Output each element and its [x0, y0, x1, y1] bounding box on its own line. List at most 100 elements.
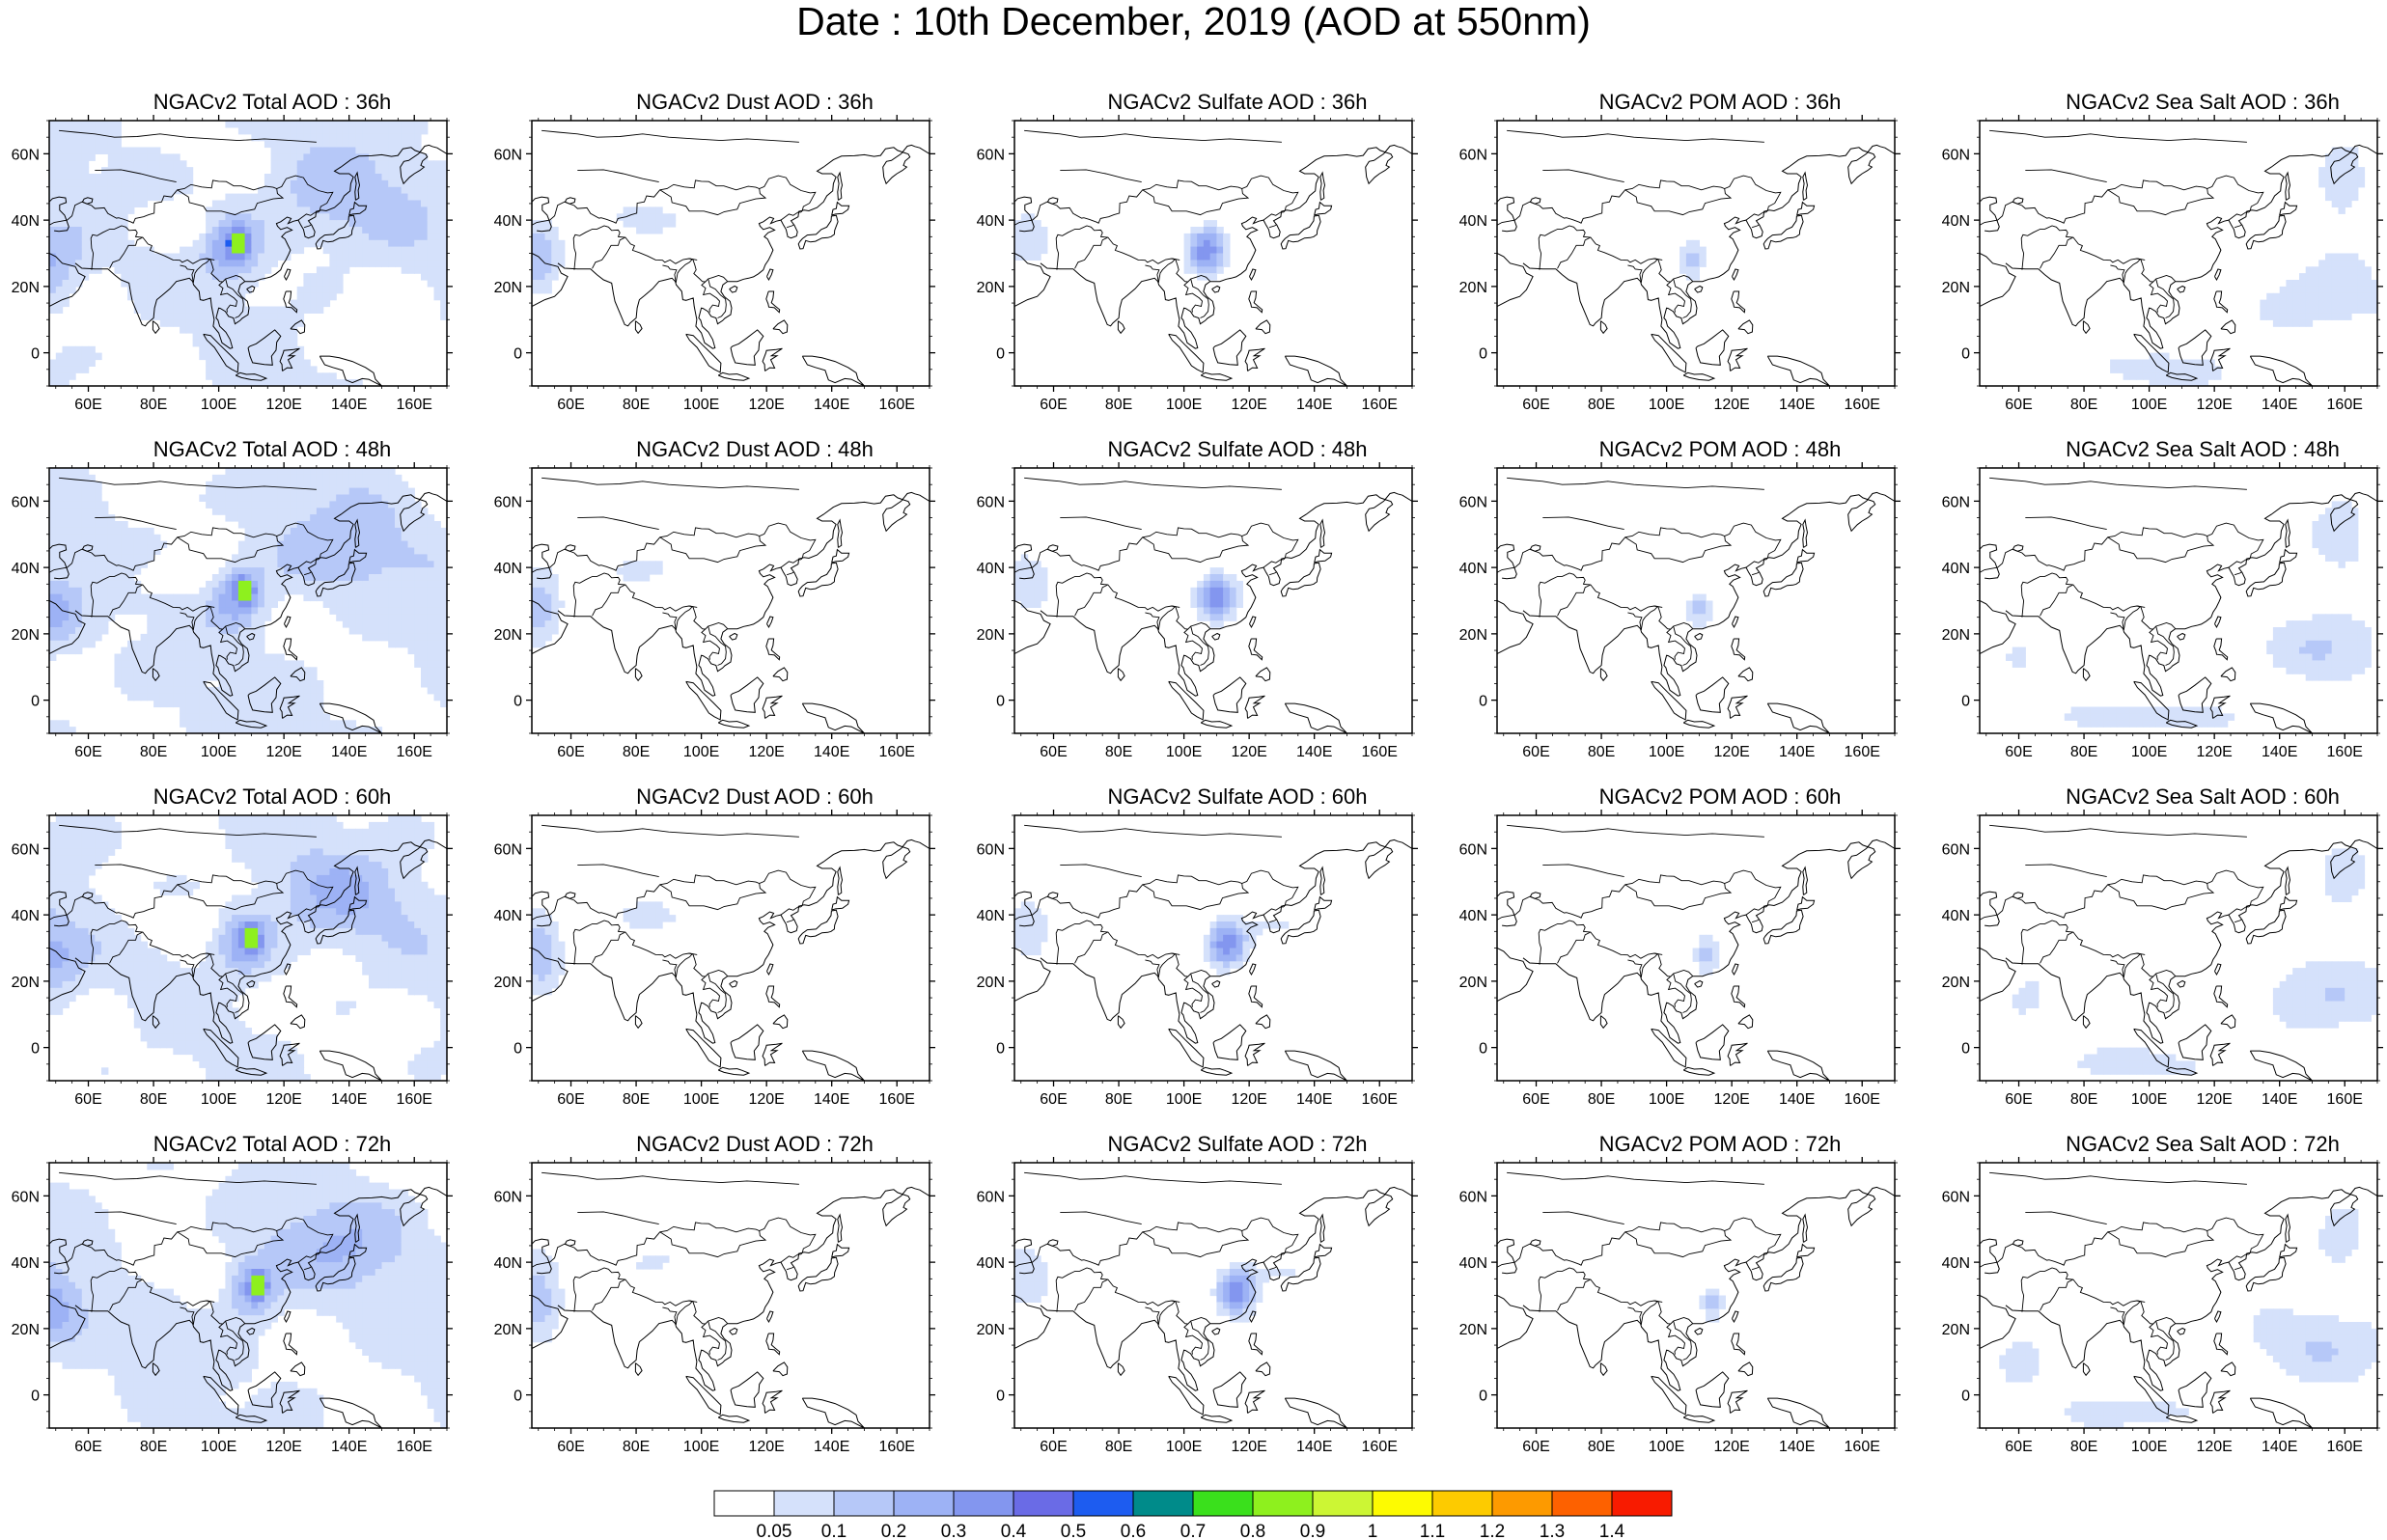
y-tick-label: 0 [513, 694, 522, 710]
panel-title: NGACv2 Sea Salt AOD : 72h [2066, 1132, 2340, 1156]
panel-title: NGACv2 Dust AOD : 60h [636, 784, 874, 809]
x-tick-label: 100E [1166, 397, 1202, 413]
aod-field [49, 1163, 447, 1428]
panel-title: NGACv2 Total AOD : 48h [153, 437, 392, 461]
x-tick-label: 120E [1713, 1091, 1749, 1108]
coastlines [532, 1171, 930, 1428]
coastlines [532, 477, 930, 733]
panel-title: NGACv2 POM AOD : 60h [1599, 784, 1842, 809]
y-tick-label: 20N [1459, 280, 1487, 296]
colorbar: 0.05 0.1 0.2 0.3 0.4 0.5 0.6 0.7 0.8 0.9 1 1.1 1.2 1.… [713, 1490, 1673, 1540]
coastlines [532, 129, 930, 386]
y-tick-label: 40N [494, 1255, 522, 1272]
y-tick-label: 40N [1942, 908, 1970, 924]
x-tick-label: 140E [1296, 397, 1332, 413]
x-tick-label: 160E [397, 1091, 432, 1108]
colorbar-swatch [1312, 1490, 1374, 1517]
colorbar-label: 1.1 [1420, 1522, 1445, 1540]
x-tick-label: 100E [1649, 1091, 1684, 1108]
coastlines [1497, 824, 1895, 1081]
y-tick-label: 40N [977, 561, 1005, 577]
x-tick-label: 60E [557, 1091, 584, 1108]
x-tick-label: 60E [2005, 744, 2032, 760]
y-tick-label: 0 [513, 1389, 522, 1405]
y-tick-label: 20N [1459, 627, 1487, 644]
x-tick-label: 100E [2131, 1091, 2167, 1108]
x-tick-label: 60E [1522, 744, 1549, 760]
aod-field [1014, 554, 1243, 628]
colorbar-label: 0.7 [1180, 1522, 1206, 1540]
x-tick-label: 80E [2070, 1091, 2097, 1108]
x-tick-label: 80E [140, 1091, 167, 1108]
y-tick-label: 0 [996, 1389, 1005, 1405]
x-tick-label: 100E [683, 744, 719, 760]
x-tick-label: 120E [748, 1439, 784, 1455]
x-tick-label: 60E [74, 744, 101, 760]
x-tick-label: 80E [1105, 744, 1132, 760]
y-tick-label: 20N [494, 627, 522, 644]
y-tick-label: 0 [996, 1041, 1005, 1058]
x-tick-label: 100E [201, 397, 236, 413]
x-tick-label: 160E [1362, 1091, 1398, 1108]
colorbar-label: 0.5 [1061, 1522, 1086, 1540]
x-tick-label: 160E [2327, 397, 2363, 413]
x-tick-label: 160E [1845, 397, 1880, 413]
aod-field [1692, 934, 1720, 976]
map-panel-3-1: NGACv2 Dust AOD : 72h 60E 80E 100E 120E 140E 1… [494, 1132, 935, 1455]
colorbar-swatch [1551, 1490, 1613, 1517]
x-tick-label: 80E [623, 397, 650, 413]
y-tick-label: 40N [12, 1255, 40, 1272]
y-tick-label: 20N [1942, 280, 1970, 296]
panel-title: NGACv2 POM AOD : 72h [1599, 1132, 1842, 1156]
coastlines [1497, 1171, 1895, 1428]
aod-field [1014, 1249, 1296, 1323]
coastlines [1014, 477, 1412, 733]
y-tick-label: 40N [977, 908, 1005, 924]
x-tick-label: 60E [2005, 1091, 2032, 1108]
aod-field [2110, 147, 2377, 386]
x-tick-label: 120E [1713, 1439, 1749, 1455]
coastlines [49, 129, 447, 386]
y-tick-label: 60N [1942, 1189, 1970, 1205]
x-tick-label: 60E [1522, 1439, 1549, 1455]
x-tick-label: 80E [140, 397, 167, 413]
coastlines [1980, 477, 2377, 733]
y-tick-label: 60N [12, 1189, 40, 1205]
y-tick-label: 60N [12, 147, 40, 163]
panel-title: NGACv2 Sulfate AOD : 48h [1107, 437, 1367, 461]
x-tick-label: 80E [1588, 1439, 1615, 1455]
colorbar-label: 1.2 [1480, 1522, 1505, 1540]
y-tick-label: 20N [977, 627, 1005, 644]
panel-frame [531, 467, 930, 734]
panel-title: NGACv2 Sulfate AOD : 72h [1107, 1132, 1367, 1156]
y-tick-label: 0 [31, 346, 40, 363]
x-tick-label: 80E [623, 1439, 650, 1455]
aod-field [2006, 501, 2372, 728]
panel-title: NGACv2 Sulfate AOD : 60h [1107, 784, 1367, 809]
colorbar-swatch [1013, 1490, 1074, 1517]
y-tick-label: 40N [1459, 1255, 1487, 1272]
coastlines [1014, 1171, 1412, 1428]
y-tick-label: 60N [977, 494, 1005, 510]
x-tick-label: 140E [814, 1439, 849, 1455]
x-tick-label: 120E [2196, 744, 2232, 760]
y-tick-label: 0 [1961, 694, 1970, 710]
aod-field [532, 1249, 670, 1343]
aod-field [532, 206, 677, 294]
map-panel-1-4: NGACv2 Sea Salt AOD : 48h 60E 80E 100E 120E 1… [1942, 437, 2383, 760]
x-tick-label: 120E [1713, 397, 1749, 413]
y-tick-label: 40N [1459, 213, 1487, 230]
y-tick-label: 0 [1479, 1389, 1487, 1405]
x-tick-label: 80E [1588, 397, 1615, 413]
colorbar-swatch [1072, 1490, 1134, 1517]
y-tick-label: 0 [31, 1389, 40, 1405]
map-panel-2-1: NGACv2 Dust AOD : 60h 60E 80E 100E 120E 140E 1… [494, 784, 935, 1108]
main-title: Date : 10th December, 2019 (AOD at 550nm… [796, 0, 1591, 43]
y-tick-label: 60N [1942, 494, 1970, 510]
colorbar-label: 0.2 [881, 1522, 906, 1540]
panel-title: NGACv2 POM AOD : 36h [1599, 90, 1842, 114]
x-tick-label: 160E [879, 1091, 915, 1108]
y-tick-label: 20N [12, 975, 40, 991]
aod-field [49, 468, 447, 733]
coastlines [1980, 824, 2377, 1081]
